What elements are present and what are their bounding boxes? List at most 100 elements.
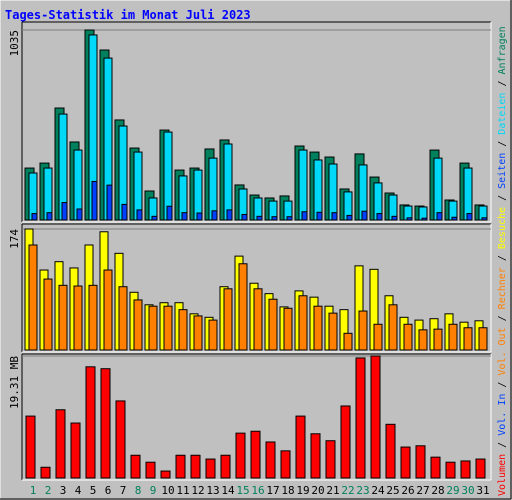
- x-tick-label: 10: [161, 484, 174, 497]
- bar: [166, 205, 173, 221]
- bar: [43, 278, 53, 351]
- legend-separator: /: [497, 309, 508, 327]
- legend-entry: Rechner: [497, 267, 508, 309]
- x-tick-label: 22: [341, 484, 354, 497]
- bar: [436, 212, 443, 221]
- bar: [223, 288, 233, 351]
- legend-separator: /: [497, 189, 508, 207]
- legend-separator: /: [497, 436, 508, 454]
- bar: [361, 210, 368, 221]
- bar: [346, 214, 353, 221]
- bar: [181, 212, 188, 221]
- bar: [256, 215, 263, 221]
- bar: [373, 323, 383, 351]
- bar: [355, 357, 366, 479]
- bar: [25, 415, 36, 479]
- bar: [445, 461, 456, 479]
- x-tick-label: 1: [30, 484, 37, 497]
- bar: [271, 216, 278, 221]
- bar: [130, 454, 141, 479]
- x-tick-label: 25: [386, 484, 399, 497]
- bar: [106, 184, 113, 221]
- bar: [463, 167, 473, 221]
- bar: [85, 366, 96, 479]
- bar: [226, 209, 233, 221]
- bar: [298, 295, 308, 351]
- x-tick-label: 8: [135, 484, 142, 497]
- legend-separator: /: [497, 376, 508, 394]
- bar: [31, 213, 38, 221]
- bar: [385, 423, 396, 479]
- bar: [148, 305, 158, 351]
- bar: [466, 213, 473, 221]
- bar: [250, 430, 261, 479]
- x-tick-label: 23: [356, 484, 369, 497]
- x-tick-label: 15: [236, 484, 249, 497]
- x-tick-label: 17: [266, 484, 279, 497]
- bar: [388, 304, 398, 351]
- bar: [433, 328, 443, 351]
- legend-separator: /: [497, 74, 508, 92]
- bar: [121, 203, 128, 221]
- chart-title: Tages-Statistik im Monat Juli 2023: [5, 8, 251, 22]
- bar: [193, 169, 203, 221]
- x-tick-label: 5: [90, 484, 97, 497]
- bar: [163, 305, 173, 351]
- x-tick-label: 9: [150, 484, 157, 497]
- x-tick-label: 4: [75, 484, 82, 497]
- x-tick-label: 14: [221, 484, 235, 497]
- bar: [328, 312, 338, 351]
- x-tick-label: 7: [120, 484, 127, 497]
- bar: [175, 454, 186, 479]
- bar: [310, 433, 321, 479]
- bar: [463, 327, 473, 351]
- bar: [325, 440, 336, 479]
- bar: [208, 319, 218, 351]
- x-tick-label: 11: [176, 484, 189, 497]
- bar: [451, 216, 458, 221]
- bar: [370, 355, 381, 479]
- bar: [220, 454, 231, 479]
- bar: [61, 202, 68, 221]
- bar: [73, 285, 83, 351]
- bar: [286, 216, 293, 221]
- x-tick-label: 16: [251, 484, 264, 497]
- bar: [235, 432, 246, 479]
- bar: [313, 159, 323, 221]
- bar: [268, 298, 278, 351]
- bar: [133, 299, 143, 351]
- bar: [313, 305, 323, 351]
- bar: [283, 307, 293, 351]
- legend-entry: Vol. Out: [497, 327, 508, 375]
- bar: [211, 210, 218, 221]
- legend-separator: /: [497, 249, 508, 267]
- bar: [295, 415, 306, 479]
- bar: [403, 323, 413, 351]
- bar: [241, 213, 248, 221]
- bar: [70, 422, 81, 479]
- bar: [58, 284, 68, 351]
- bar: [433, 157, 443, 221]
- x-tick-label: 6: [105, 484, 112, 497]
- bar: [238, 263, 248, 351]
- bar: [400, 446, 411, 479]
- x-tick-label: 3: [60, 484, 67, 497]
- legend-entry: Seiten: [497, 153, 508, 189]
- bar: [190, 454, 201, 479]
- x-tick-label: 30: [461, 484, 474, 497]
- legend: Volumen / Vol. In / Vol. Out / Rechner /…: [497, 26, 508, 496]
- x-tick-label: 31: [476, 484, 489, 497]
- bar: [280, 450, 291, 479]
- bar: [103, 269, 113, 351]
- bar: [358, 310, 368, 351]
- x-tick-label: 2: [45, 484, 52, 497]
- bar: [376, 213, 383, 221]
- bar: [331, 212, 338, 221]
- bar: [145, 461, 156, 479]
- bar: [91, 180, 98, 221]
- bar: [40, 466, 51, 479]
- x-tick-label: 27: [416, 484, 429, 497]
- x-tick-label: 21: [326, 484, 339, 497]
- bar: [100, 368, 111, 479]
